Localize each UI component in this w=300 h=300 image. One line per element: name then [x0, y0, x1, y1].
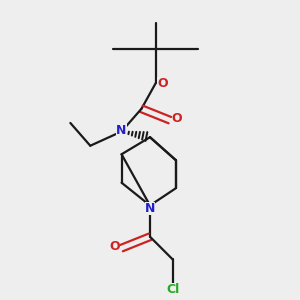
Text: O: O	[158, 77, 168, 90]
Text: O: O	[109, 240, 120, 253]
Text: N: N	[116, 124, 127, 136]
Text: N: N	[145, 202, 155, 215]
Text: O: O	[172, 112, 182, 125]
Text: Cl: Cl	[166, 283, 179, 296]
